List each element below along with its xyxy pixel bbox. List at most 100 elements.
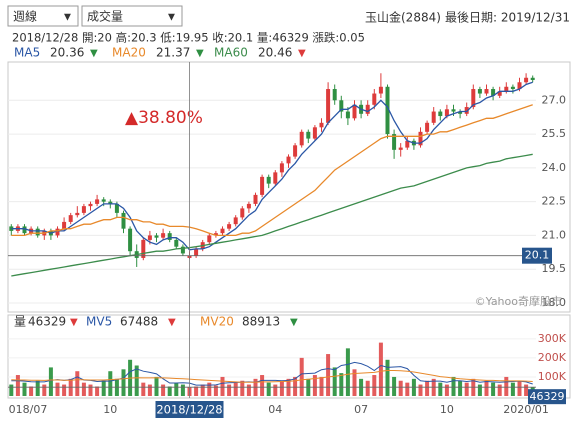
legend-value: 88913	[242, 315, 280, 329]
select-text[interactable]: 週線	[13, 9, 37, 24]
period-select[interactable]: 週線 ▼	[7, 5, 79, 27]
legend-name: MA20	[112, 46, 146, 60]
volume-bar	[339, 373, 344, 396]
volume-bar	[75, 371, 80, 396]
legend-value: 20.46	[258, 46, 292, 60]
ma-line	[11, 104, 533, 237]
x-tick-label: 07	[354, 403, 368, 416]
volume-bar	[233, 382, 238, 396]
candle-body	[266, 176, 271, 184]
candle-body	[306, 131, 311, 139]
candle-body	[233, 217, 238, 225]
volume-bar	[108, 371, 113, 396]
volume-bar	[213, 385, 218, 396]
x-tick-label: 2018/07	[2, 403, 48, 416]
legend-arrow: ▼	[290, 317, 298, 328]
candle-body	[418, 131, 423, 146]
select-text[interactable]: 成交量	[87, 9, 123, 24]
candle-body	[213, 233, 218, 236]
candle-body	[458, 111, 463, 114]
y-tick-label: 300K	[538, 332, 567, 345]
y-tick-label: 27.0	[542, 93, 567, 106]
candle-body	[88, 203, 93, 207]
candle-body	[326, 89, 331, 123]
volume-bar	[392, 376, 397, 396]
y-tick-label: 100K	[538, 370, 567, 383]
y-tick-label: 24.0	[542, 161, 567, 174]
ma-line	[11, 370, 533, 383]
x-axis-labels: 2018/07 10 2018/12/28 04 07 10 2020/01	[2, 401, 549, 418]
volume-bar	[154, 376, 159, 396]
select-arrow[interactable]: ▼	[64, 13, 71, 23]
volume-bar	[345, 348, 350, 396]
candle-body	[471, 89, 476, 108]
volume-bar	[491, 382, 496, 396]
volume-bar	[299, 357, 304, 396]
volume-panel	[7, 314, 571, 399]
candle-body	[378, 86, 383, 94]
volume-bar	[510, 382, 515, 396]
volume-bar	[220, 376, 225, 396]
volume-bar	[55, 382, 60, 396]
volume-bar	[517, 380, 522, 396]
select-box[interactable]	[81, 5, 183, 27]
candle-body	[81, 206, 86, 213]
legend-arrow: ▼	[298, 48, 306, 59]
volume-bar	[95, 386, 100, 396]
candle-body	[484, 89, 489, 94]
candle-body	[121, 212, 126, 229]
volume-bar	[372, 375, 377, 396]
candle-body	[207, 235, 212, 243]
volume-bar	[385, 359, 390, 396]
legend-value: 20.36	[50, 46, 84, 60]
volume-bar	[42, 384, 47, 396]
volume-bar	[121, 369, 126, 396]
volume-bar	[227, 384, 232, 396]
legend-name: MA5	[14, 46, 40, 60]
candle-body	[114, 203, 119, 213]
candle-body	[451, 109, 456, 112]
y-tick-label: 25.5	[542, 127, 567, 140]
crosshair-label: 46329	[530, 390, 565, 403]
y-tick-label: 22.5	[542, 195, 567, 208]
candle-body	[95, 199, 100, 204]
crosshair-label: 20.1	[525, 249, 550, 262]
volume-bar	[405, 382, 410, 396]
y-tick-label: 200K	[538, 351, 567, 364]
candle-body	[398, 147, 403, 150]
info-row: 2018/12/28 開:20 高:20.3 低:19.95 收:20.1 量:…	[12, 31, 365, 45]
candle-body	[319, 122, 324, 128]
legend-value: 21.37	[156, 46, 190, 60]
volume-bar	[174, 382, 179, 396]
candle-body	[35, 228, 40, 236]
x-tick-label: 04	[268, 403, 282, 416]
candle-body	[227, 224, 232, 229]
candle-body	[392, 134, 397, 150]
legend-arrow: ▼	[70, 317, 78, 328]
candle-body	[372, 93, 377, 105]
x-tick-label: 10	[103, 403, 117, 416]
candle-body	[279, 163, 284, 173]
legend-name: MA60	[214, 46, 248, 60]
candle-body	[504, 86, 509, 92]
crosshair-date-box	[155, 401, 224, 418]
volume-bar	[260, 375, 265, 396]
volume-bar	[194, 386, 199, 396]
legend-name: MV20	[200, 315, 234, 329]
volume-bar	[378, 342, 383, 396]
candle-body	[365, 104, 370, 114]
x-tick-label: 2018/12/28	[156, 403, 222, 417]
candle-body	[62, 221, 67, 229]
indicator-select[interactable]: 成交量 ▼	[81, 5, 183, 27]
candle-body	[352, 104, 357, 119]
volume-bar	[240, 380, 245, 396]
candle-body	[101, 199, 106, 202]
select-box[interactable]	[7, 5, 79, 27]
candle-body	[260, 176, 265, 195]
select-arrow[interactable]: ▼	[168, 13, 175, 23]
x-tick-label: 2020/01	[503, 403, 549, 416]
volume-bar	[141, 382, 146, 396]
candle-body	[273, 172, 278, 184]
annotation: ▲38.80%	[125, 108, 203, 128]
